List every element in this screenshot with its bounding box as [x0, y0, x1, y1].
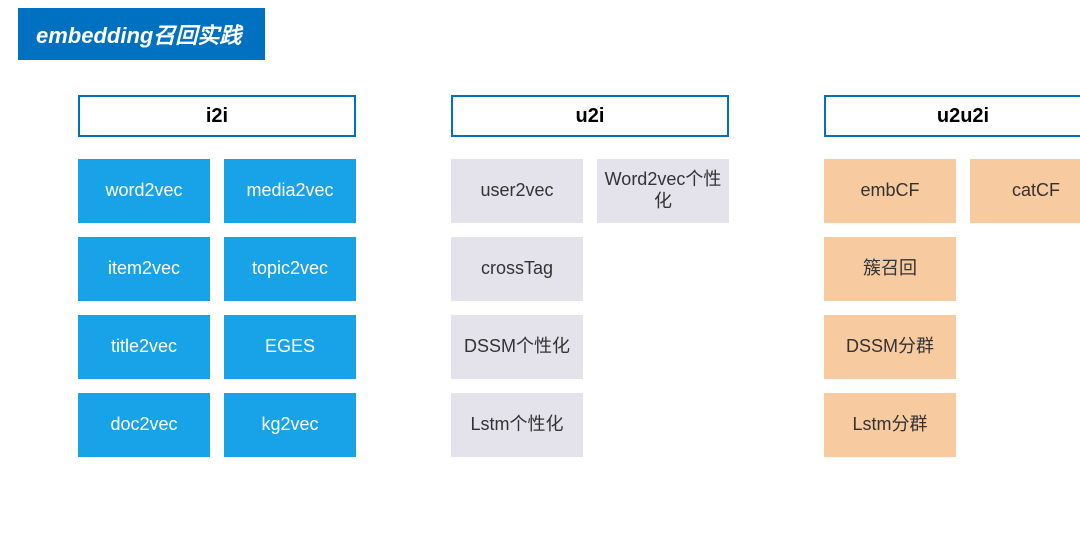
row: 簇召回	[824, 237, 1080, 301]
cell-lstm-group: Lstm分群	[824, 393, 956, 457]
row: DSSM个性化	[451, 315, 729, 379]
cell-media2vec: media2vec	[224, 159, 356, 223]
columns-container: i2i word2vec media2vec item2vec topic2ve…	[78, 95, 1080, 457]
column-header-u2i: u2i	[451, 95, 729, 137]
column-i2i: i2i word2vec media2vec item2vec topic2ve…	[78, 95, 356, 457]
row: title2vec EGES	[78, 315, 356, 379]
cell-topic2vec: topic2vec	[224, 237, 356, 301]
row: embCF catCF	[824, 159, 1080, 223]
column-header-u2u2i: u2u2i	[824, 95, 1080, 137]
cell-item2vec: item2vec	[78, 237, 210, 301]
cell-title2vec: title2vec	[78, 315, 210, 379]
row: user2vec Word2vec个性化	[451, 159, 729, 223]
page-title: embedding召回实践	[18, 8, 265, 60]
row: doc2vec kg2vec	[78, 393, 356, 457]
cell-crosstag: crossTag	[451, 237, 583, 301]
column-u2u2i: u2u2i embCF catCF 簇召回 DSSM分群 Lstm分群	[824, 95, 1080, 457]
cell-word2vec-personal: Word2vec个性化	[597, 159, 729, 223]
cell-eges: EGES	[224, 315, 356, 379]
cell-catcf: catCF	[970, 159, 1080, 223]
row: item2vec topic2vec	[78, 237, 356, 301]
cell-dssm-group: DSSM分群	[824, 315, 956, 379]
row: DSSM分群	[824, 315, 1080, 379]
row: word2vec media2vec	[78, 159, 356, 223]
column-header-i2i: i2i	[78, 95, 356, 137]
cell-kg2vec: kg2vec	[224, 393, 356, 457]
cell-dssm-personal: DSSM个性化	[451, 315, 583, 379]
cell-cluster-recall: 簇召回	[824, 237, 956, 301]
cell-user2vec: user2vec	[451, 159, 583, 223]
column-u2i: u2i user2vec Word2vec个性化 crossTag DSSM个性…	[451, 95, 729, 457]
cell-embcf: embCF	[824, 159, 956, 223]
cell-word2vec: word2vec	[78, 159, 210, 223]
cell-lstm-personal: Lstm个性化	[451, 393, 583, 457]
row: crossTag	[451, 237, 729, 301]
row: Lstm分群	[824, 393, 1080, 457]
cell-doc2vec: doc2vec	[78, 393, 210, 457]
row: Lstm个性化	[451, 393, 729, 457]
